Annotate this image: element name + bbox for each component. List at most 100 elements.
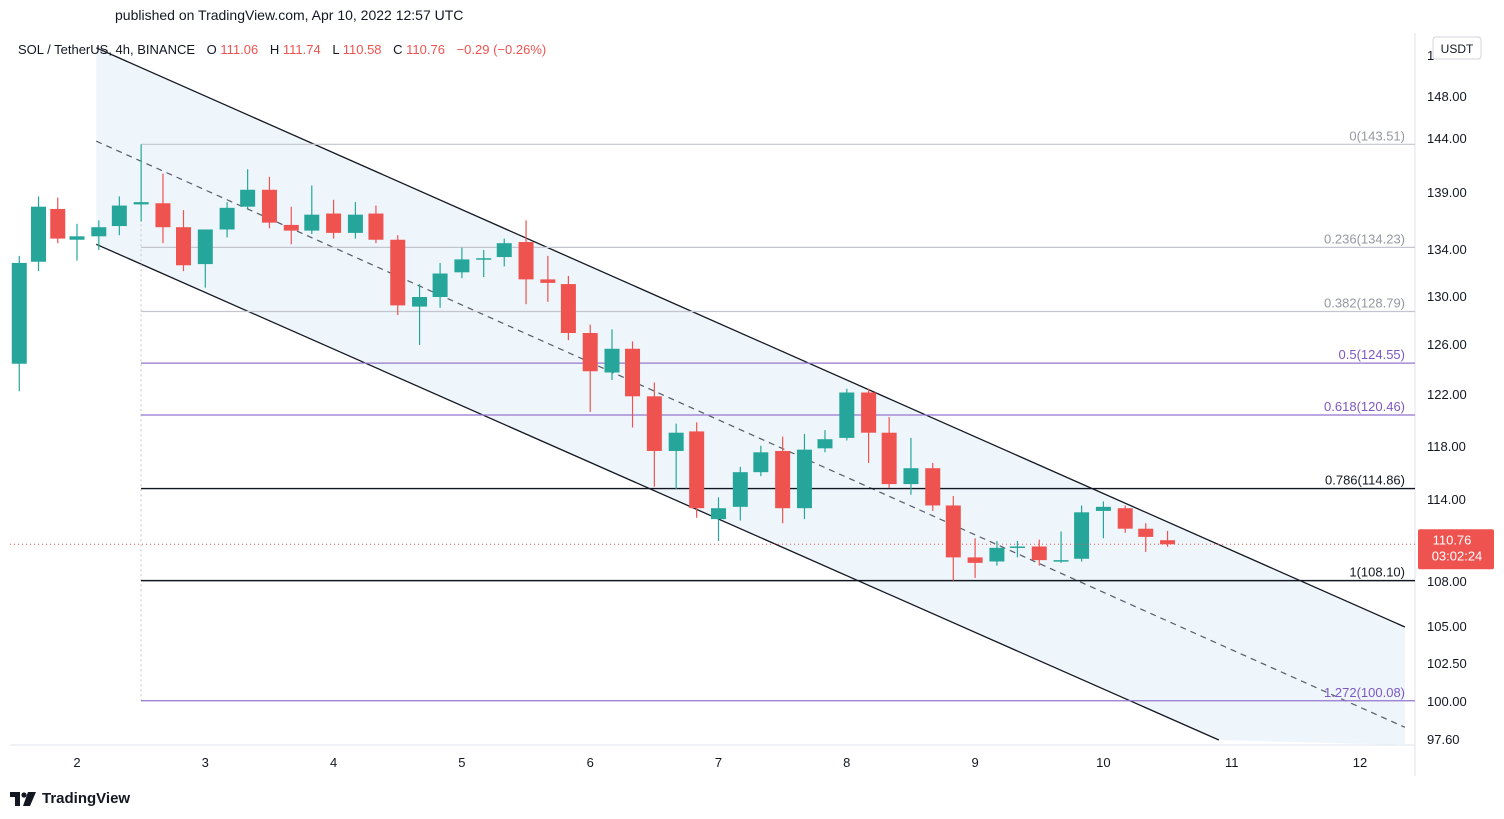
candle[interactable] — [454, 247, 470, 279]
candle[interactable] — [711, 497, 726, 541]
candle[interactable] — [91, 220, 107, 250]
candle[interactable] — [753, 445, 769, 477]
candle[interactable] — [111, 196, 127, 236]
candle[interactable] — [989, 541, 1005, 566]
candle[interactable] — [432, 262, 448, 308]
fib-level-label: 1(108.10) — [1349, 565, 1405, 580]
candle[interactable] — [861, 388, 877, 463]
candle-body — [496, 243, 512, 258]
candle[interactable] — [304, 185, 320, 235]
candle[interactable] — [625, 341, 641, 428]
candle[interactable] — [496, 238, 512, 267]
candle-body — [133, 202, 149, 205]
time-tick-label: 6 — [587, 755, 594, 770]
candle[interactable] — [1117, 505, 1133, 533]
tradingview-logo[interactable]: TradingView — [10, 790, 130, 807]
candle[interactable] — [1074, 505, 1090, 562]
symbol-label[interactable]: SOL / TetherUS, 4h, BINANCE — [18, 42, 195, 57]
candle[interactable] — [646, 382, 662, 487]
channel-upper-line[interactable] — [95, 47, 1406, 628]
candle[interactable] — [689, 422, 705, 518]
candle[interactable] — [197, 229, 213, 288]
close-label: C — [393, 42, 402, 57]
candle[interactable] — [582, 324, 598, 412]
candle-body — [368, 213, 384, 240]
candle-body — [347, 214, 363, 233]
candle[interactable] — [326, 199, 342, 239]
last-price-badge — [1418, 529, 1494, 570]
candle[interactable] — [775, 436, 791, 524]
candle[interactable] — [69, 223, 85, 261]
candle[interactable] — [261, 176, 277, 229]
time-tick-label: 12 — [1353, 755, 1367, 770]
candle[interactable] — [925, 462, 941, 511]
time-tick-label: 9 — [971, 755, 978, 770]
candle[interactable] — [219, 202, 235, 238]
candle-body — [540, 279, 556, 283]
candle[interactable] — [412, 284, 428, 345]
candle[interactable] — [240, 169, 256, 209]
candle[interactable] — [1138, 523, 1154, 552]
candle[interactable] — [817, 430, 833, 453]
candle[interactable] — [368, 205, 384, 244]
candle-body — [283, 224, 299, 231]
candle-body — [1117, 508, 1133, 529]
candle[interactable] — [839, 388, 855, 441]
candle[interactable] — [31, 196, 47, 272]
price-tick-label: 118.00 — [1427, 439, 1466, 454]
price-tick-label: 148.00 — [1427, 89, 1467, 104]
candle-body — [1009, 546, 1025, 548]
candle[interactable] — [881, 417, 897, 489]
candle-body — [50, 208, 66, 239]
candle[interactable] — [1053, 531, 1069, 563]
candle-body — [197, 229, 213, 265]
candle[interactable] — [11, 255, 27, 392]
candle[interactable] — [283, 206, 299, 245]
open-value: 111.06 — [220, 42, 258, 57]
candle[interactable] — [476, 250, 492, 278]
fib-level-label: 1.272(100.08) — [1324, 685, 1405, 700]
candle[interactable] — [50, 197, 66, 244]
candle[interactable] — [668, 423, 684, 490]
time-tick-label: 3 — [202, 755, 209, 770]
price-tick-label: 108.00 — [1427, 574, 1467, 589]
candle[interactable] — [175, 210, 191, 272]
channel-fill — [96, 47, 1406, 746]
candle[interactable] — [155, 173, 171, 244]
candle-countdown: 03:02:24 — [1432, 548, 1483, 563]
candle[interactable] — [604, 329, 620, 380]
currency-label[interactable]: USDT — [1441, 42, 1474, 56]
candle[interactable] — [518, 220, 534, 305]
last-price-value: 110.76 — [1433, 532, 1472, 547]
chart-frame — [10, 33, 1416, 776]
fib-level-label: 0.786(114.86) — [1325, 473, 1405, 488]
candle[interactable] — [1009, 541, 1025, 558]
time-axis[interactable]: 2 3 4 5 6 7 8 9 10 11 12 — [73, 755, 1367, 770]
fib-level-label: 0(143.51) — [1349, 128, 1405, 143]
candle[interactable] — [732, 466, 748, 521]
candle[interactable] — [133, 144, 149, 222]
candle[interactable] — [390, 235, 406, 315]
candle-body — [412, 297, 428, 307]
candle[interactable] — [967, 538, 983, 578]
currency-button[interactable]: USDT — [1432, 36, 1482, 60]
candle[interactable] — [1095, 501, 1111, 539]
candle[interactable] — [903, 437, 919, 495]
candle[interactable] — [796, 434, 812, 520]
candle-body — [903, 468, 919, 485]
price-axis[interactable]: 1 148.00 144.00 139.00 134.00 130.00 126.00 122… — [1427, 48, 1467, 747]
chart-legend[interactable]: SOL / TetherUS, 4h, BINANCE O 111.06 H 1… — [18, 42, 546, 57]
channel-median-line[interactable] — [95, 140, 1406, 728]
candle[interactable] — [540, 255, 556, 302]
candle[interactable] — [1160, 530, 1176, 547]
channel-lower-line[interactable] — [95, 243, 1220, 741]
candle[interactable] — [945, 496, 961, 581]
candle[interactable] — [560, 275, 576, 341]
candle-body — [689, 431, 705, 509]
candle[interactable] — [347, 202, 363, 239]
candle[interactable] — [1031, 539, 1047, 566]
high-value: 111.74 — [283, 42, 321, 57]
descending-channel — [95, 47, 1406, 746]
candle-body — [1138, 528, 1154, 537]
